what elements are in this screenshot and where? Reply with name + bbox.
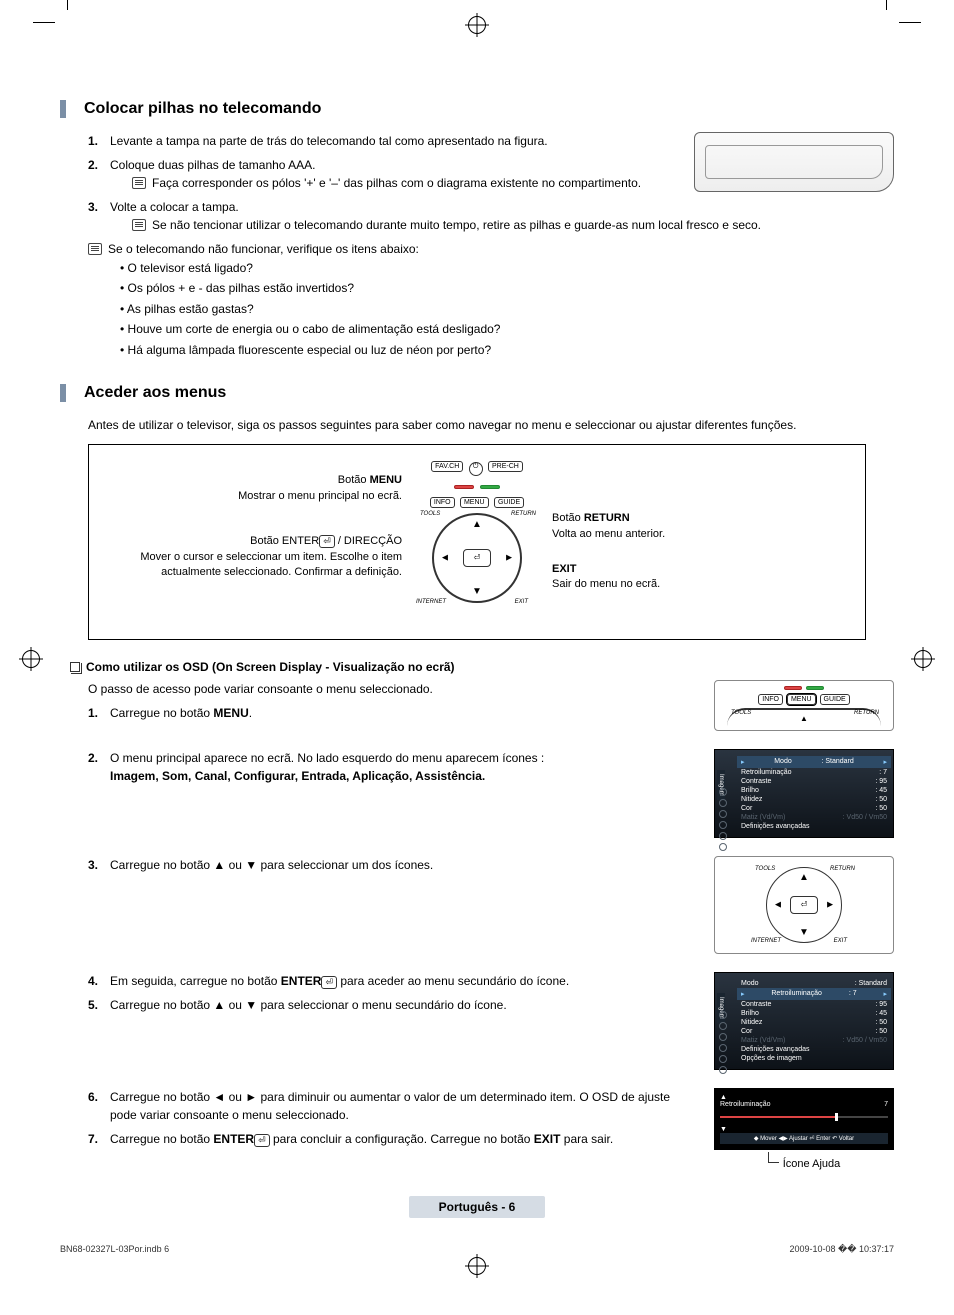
arrow-right-icon: ► [825, 899, 835, 910]
page-language-footer: Português - 6 [60, 1200, 894, 1214]
menu-row: Retroiluminação: 7 [741, 768, 887, 777]
remote-buttons-diagram: Botão MENU Mostrar o menu principal no e… [88, 444, 866, 640]
return-label: RETURN [511, 511, 536, 517]
list-item: 1.Carregue no botão MENU. [88, 704, 694, 722]
return-button-callout: Botão RETURN Volta ao menu anterior. [552, 511, 853, 542]
tv-menu-screenshot: Imagem Modo: Standard Retroiluminação: 7… [714, 749, 894, 838]
list-item: Os pólos + e - das pilhas estão invertid… [120, 278, 894, 298]
arrow-up-icon: ▲ [472, 519, 482, 530]
list-item: Houve um corte de energia ou o cabo de a… [120, 319, 894, 339]
arrow-down-icon: ▼ [799, 927, 809, 938]
menu-row: Definições avançadas [741, 822, 887, 831]
battery-steps-list: 1.Levante a tampa na parte de trás do te… [88, 132, 894, 234]
list-item: 7.Carregue no botão ENTER⏎ para concluir… [88, 1130, 694, 1148]
tv-menu-screenshot: Imagem Modo: Standard Retroiluminação: 7… [714, 972, 894, 1070]
registration-mark-icon [914, 650, 932, 668]
menu-row-disabled: Matiz (Vd/Vm): Vd50 / Vm50 [741, 1036, 887, 1045]
registration-mark-icon [468, 1257, 486, 1275]
arrow-down-icon: ▼ [472, 586, 482, 597]
list-item: 3.Carregue no botão ▲ ou ▼ para seleccio… [88, 856, 694, 874]
enter-icon: ⏎ [321, 976, 337, 989]
note-icon [132, 177, 146, 189]
exit-label: EXIT [515, 599, 528, 605]
footer-filename: BN68-02327L-03Por.indb 6 [60, 1244, 169, 1255]
favch-button: FAV.CH [431, 461, 463, 472]
menu-category-icons [719, 1011, 731, 1077]
list-item: 6.Carregue no botão ◄ ou ► para diminuir… [88, 1088, 694, 1124]
menu-button-callout: Botão MENU Mostrar o menu principal no e… [101, 473, 402, 504]
menu-row-retro: Retroiluminação: 7 [737, 988, 891, 1000]
list-item: 3.Volte a colocar a tampa. Se não tencio… [88, 198, 894, 234]
list-item: O televisor está ligado? [120, 258, 894, 278]
guide-button: GUIDE [820, 694, 850, 705]
list-item: 1.Levante a tampa na parte de trás do te… [88, 132, 894, 150]
enter-icon: ⏎ [463, 549, 491, 567]
menu-row: Contraste: 95 [741, 1000, 887, 1009]
menu-row: Nitidez: 50 [741, 1018, 887, 1027]
troubleshoot-intro: Se o telecomando não funcionar, verifiqu… [108, 242, 419, 256]
menu-row: Brilho: 45 [741, 1009, 887, 1018]
guide-button: GUIDE [494, 497, 524, 508]
menu-row-disabled: Matiz (Vd/Vm): Vd50 / Vm50 [741, 813, 887, 822]
remote-face-illustration: FAV.CH ⏻ PRE-CH INFO MENU GUIDE ⏎ ▲ ▼ ◄ … [412, 457, 542, 627]
help-icon-label: Ícone Ajuda [714, 1152, 894, 1170]
prech-button: PRE-CH [488, 461, 523, 472]
menu-row: Definições avançadas [741, 1045, 887, 1054]
crop-mark-icon [55, 10, 85, 40]
note-icon [88, 243, 102, 255]
enter-button-callout: Botão ENTER⏎ / DIRECÇÃO Mover o cursor e… [101, 534, 402, 580]
osd-sub: O passo de acesso pode variar consoante … [88, 680, 694, 698]
menu-row: Opções de imagem [741, 1054, 887, 1063]
info-button: INFO [758, 694, 783, 705]
info-button: INFO [430, 497, 455, 508]
arrow-left-icon: ◄ [440, 552, 450, 563]
nav-ring-illustration: ⏎ ▲ ▼ ◄ ► TOOLS RETURN INTERNET EXIT [432, 513, 522, 603]
exit-button-callout: EXIT Sair do menu no ecrã. [552, 562, 853, 593]
enter-icon: ⏎ [319, 535, 335, 548]
list-item: 4.Em seguida, carregue no botão ENTER⏎ p… [88, 972, 694, 990]
menu-button-highlighted: MENU [787, 694, 816, 705]
list-item: 2.O menu principal aparece no ecrã. No l… [88, 749, 694, 785]
green-button-icon [480, 485, 500, 489]
power-icon: ⏻ [469, 462, 483, 476]
enter-icon: ⏎ [790, 896, 818, 914]
enter-icon: ⏎ [254, 1134, 270, 1147]
note-icon [132, 219, 146, 231]
section-title-pilhas: Colocar pilhas no telecomando [60, 100, 894, 118]
menu-row: Cor: 50 [741, 1027, 887, 1036]
arrow-right-icon: ► [504, 552, 514, 563]
list-item: 5.Carregue no botão ▲ ou ▼ para seleccio… [88, 996, 694, 1014]
menus-intro: Antes de utilizar o televisor, siga os p… [88, 416, 894, 434]
bullet-icon [70, 662, 80, 672]
tools-label: TOOLS [420, 511, 440, 517]
menu-row-modo: Modo: Standard [737, 756, 891, 768]
menu-row: Nitidez: 50 [741, 795, 887, 804]
red-button-icon [784, 686, 802, 690]
menu-category-icons [719, 788, 731, 854]
menu-row: Modo: Standard [741, 979, 887, 988]
internet-label: INTERNET [416, 599, 446, 605]
registration-mark-icon [22, 650, 40, 668]
section-title-menus: Aceder aos menus [60, 384, 894, 402]
menu-button: MENU [460, 497, 489, 508]
crop-mark-icon [869, 10, 899, 40]
menu-row: Cor: 50 [741, 804, 887, 813]
osd-subsection-title: Como utilizar os OSD (On Screen Display … [70, 660, 894, 674]
menu-row: Brilho: 45 [741, 786, 887, 795]
remote-navring-illustration: ⏎ ▲ ▼ ◄ ► TOOLS RETURN INTERNET EXIT [714, 856, 894, 954]
remote-snippet-illustration: INFO MENU GUIDE TOOLS RETURN ▲ [714, 680, 894, 731]
menu-row: Contraste: 95 [741, 777, 887, 786]
arrow-up-icon: ▲ [799, 872, 809, 883]
help-bar: ◆ Mover ◀▶ Ajustar ⏎ Enter ↶ Voltar [720, 1133, 888, 1144]
tv-slider-screenshot: ▲ Retroiluminação7 ▼ ◆ Mover ◀▶ Ajustar … [714, 1088, 894, 1150]
registration-mark-icon [468, 16, 486, 34]
green-button-icon [806, 686, 824, 690]
troubleshoot-list: O televisor está ligado? Os pólos + e - … [120, 258, 894, 360]
list-item: As pilhas estão gastas? [120, 299, 894, 319]
list-item: Há alguma lâmpada fluorescente especial … [120, 340, 894, 360]
footer-timestamp: 2009-10-08 �� 10:37:17 [789, 1244, 894, 1255]
red-button-icon [454, 485, 474, 489]
list-item: 2.Coloque duas pilhas de tamanho AAA. Fa… [88, 156, 894, 192]
arrow-left-icon: ◄ [773, 899, 783, 910]
